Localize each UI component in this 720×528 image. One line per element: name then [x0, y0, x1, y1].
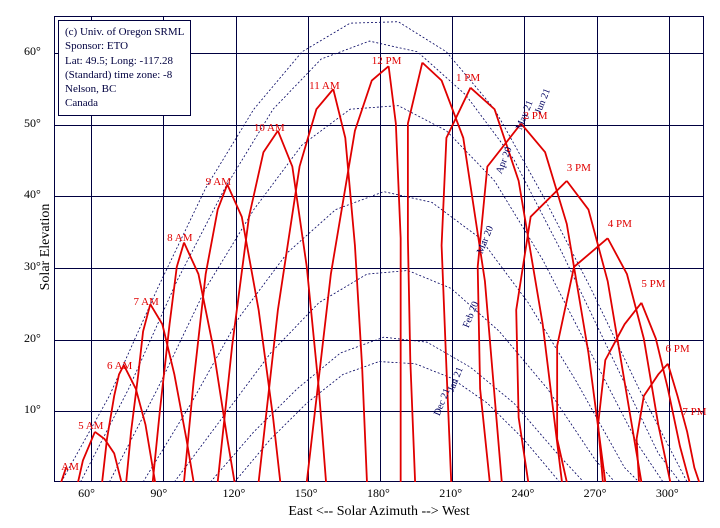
hour-line-label: 5 PM: [641, 278, 665, 290]
x-tick: 210°: [439, 486, 462, 501]
y-tick: 30°: [24, 259, 41, 274]
hour-line-label: 12 PM: [372, 55, 402, 67]
hour-line-label: 3 PM: [567, 162, 591, 174]
hour-line-label: 5 AM: [78, 420, 103, 432]
y-tick: 50°: [24, 116, 41, 131]
x-tick: 240°: [511, 486, 534, 501]
x-tick: 150°: [295, 486, 318, 501]
hour-line-label: 8 AM: [167, 232, 192, 244]
x-tick: 90°: [150, 486, 167, 501]
hour-line-label: AM: [61, 461, 79, 473]
y-tick: 40°: [24, 187, 41, 202]
y-tick: 60°: [24, 44, 41, 59]
sun-path-chart: East <-- Solar Azimuth --> West Solar El…: [0, 0, 720, 528]
x-tick: 270°: [584, 486, 607, 501]
hour-line-label: 10 AM: [254, 122, 285, 134]
x-tick: 60°: [78, 486, 95, 501]
y-tick: 20°: [24, 331, 41, 346]
hour-line-label: 6 AM: [107, 360, 132, 372]
hour-line-label: 2 PM: [523, 110, 547, 122]
hour-line-label: 1 PM: [456, 72, 480, 84]
y-tick: 10°: [24, 402, 41, 417]
hour-line-label: 11 AM: [309, 80, 339, 92]
x-tick: 180°: [367, 486, 390, 501]
hour-line-label: 6 PM: [665, 343, 689, 355]
hour-line-label: 7 PM: [682, 406, 706, 418]
x-tick: 120°: [223, 486, 246, 501]
hour-line-label: 7 AM: [133, 296, 158, 308]
hour-line-label: 4 PM: [608, 218, 632, 230]
x-tick: 300°: [656, 486, 679, 501]
hour-line-label: 9 AM: [206, 176, 231, 188]
chart-svg-layer: [0, 0, 720, 528]
